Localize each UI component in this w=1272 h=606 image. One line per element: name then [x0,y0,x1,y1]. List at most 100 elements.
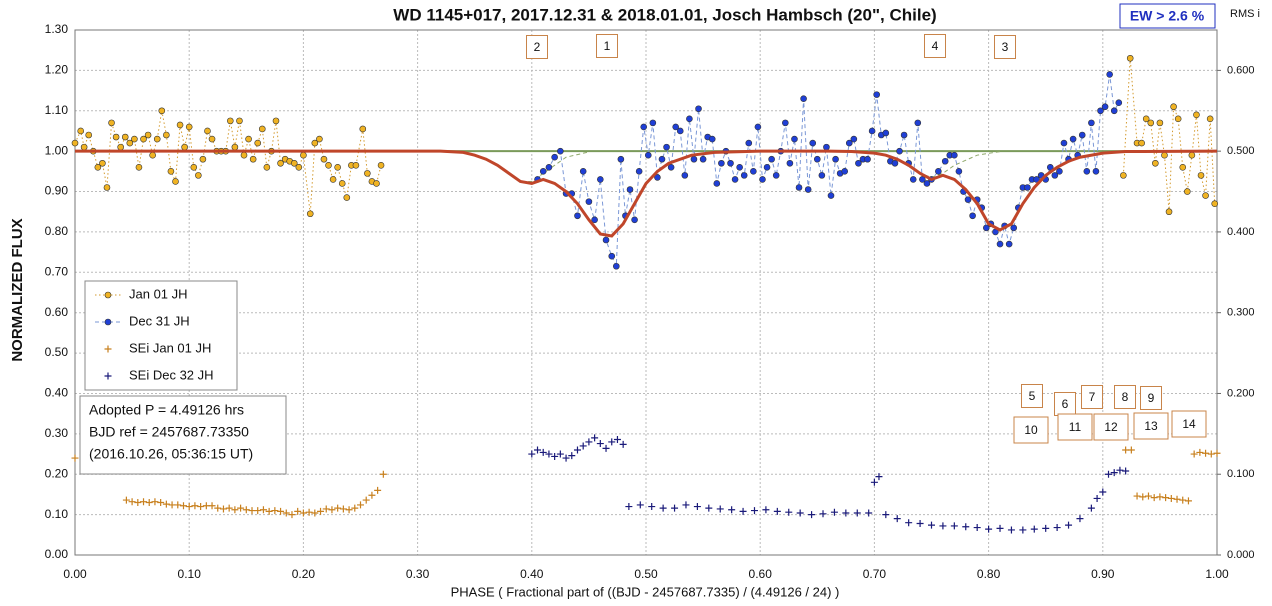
data-point [294,507,302,515]
data-point [357,501,364,509]
y2-tick-label: 0.400 [1227,226,1255,238]
data-point [320,155,328,163]
annotation-box [1021,384,1043,408]
annotation-box [1081,385,1103,409]
data-point [868,127,876,135]
data-point [782,119,789,127]
data-point [1053,524,1061,532]
data-point [1069,135,1077,143]
data-point [534,446,542,454]
data-point [112,133,120,141]
data-point [1211,200,1219,207]
legend-label: SEi Dec 32 JH [129,367,214,382]
data-point [649,119,657,127]
data-point [823,143,830,151]
data-point [1033,176,1040,183]
data-point [969,212,976,220]
data-point [231,506,239,514]
data-point [996,240,1004,248]
data-point [1156,119,1164,127]
data-point [842,509,850,517]
data-point [1110,469,1118,477]
data-point [579,442,587,450]
data-point [351,504,359,512]
data-point [1019,526,1027,534]
data-point [1173,495,1181,503]
x-tick-label: 0.30 [406,567,430,581]
data-point [939,522,947,530]
data-point [1065,521,1073,529]
data-point [237,504,245,512]
data-point [135,164,143,171]
data-point [905,519,913,527]
data-point [227,117,234,125]
data-point [122,496,130,504]
annotation: 14 [1182,417,1196,431]
data-point [240,151,248,159]
data-point [773,507,781,515]
data-point [128,498,136,506]
data-point [690,155,698,163]
data-point [197,503,205,511]
data-point [800,95,807,102]
data-point [258,125,266,133]
info-text: (2016.10.26, 05:36:15 UT) [89,446,253,462]
data-point [379,470,387,478]
data-point [830,508,838,516]
data-point [574,212,581,220]
data-point [1127,446,1135,454]
data-point [225,504,233,512]
data-point [1167,494,1175,502]
data-point [1197,172,1205,179]
data-point [254,507,262,515]
x-tick-label: 0.10 [178,567,202,581]
data-point [265,507,273,515]
y2-tick-label: 0.200 [1227,387,1255,399]
data-point [329,176,337,183]
data-point [259,506,267,514]
data-point [322,505,330,513]
data-point [1122,467,1130,475]
data-point [368,491,376,499]
x-tick-label: 0.90 [1091,567,1115,581]
data-point [617,155,625,163]
data-point [682,501,690,509]
data-point [71,139,79,147]
data-point [131,135,138,143]
data-point [636,501,644,509]
data-point [149,151,156,159]
y2-tick-label: 0.000 [1227,549,1255,561]
data-point [865,509,873,517]
legend-marker [104,291,112,299]
data-point [718,159,725,167]
data-point [667,164,675,171]
y-tick-label: 0.20 [45,466,69,480]
data-point [208,502,216,510]
data-point [1097,107,1104,115]
y-tick-label: 0.50 [45,345,69,359]
data-point [891,159,899,167]
data-point [190,164,198,171]
data-point [819,510,827,518]
data-point [263,164,271,171]
data-point [827,192,835,199]
data-point [1193,111,1200,119]
legend-marker [104,345,112,353]
data-point [134,499,142,506]
annotation: 8 [1122,390,1129,404]
data-point [242,506,250,514]
annotation-box [1171,410,1207,438]
data-point [740,172,748,179]
data-point [739,507,747,515]
data-point [796,509,804,517]
data-point [772,172,780,179]
data-point [328,506,336,514]
data-point [841,168,849,175]
data-point [1196,448,1204,456]
data-point [602,236,610,244]
data-point [597,176,604,183]
data-point [300,151,307,159]
data-point [305,508,313,516]
data-point [1206,115,1214,123]
data-point [608,438,616,446]
